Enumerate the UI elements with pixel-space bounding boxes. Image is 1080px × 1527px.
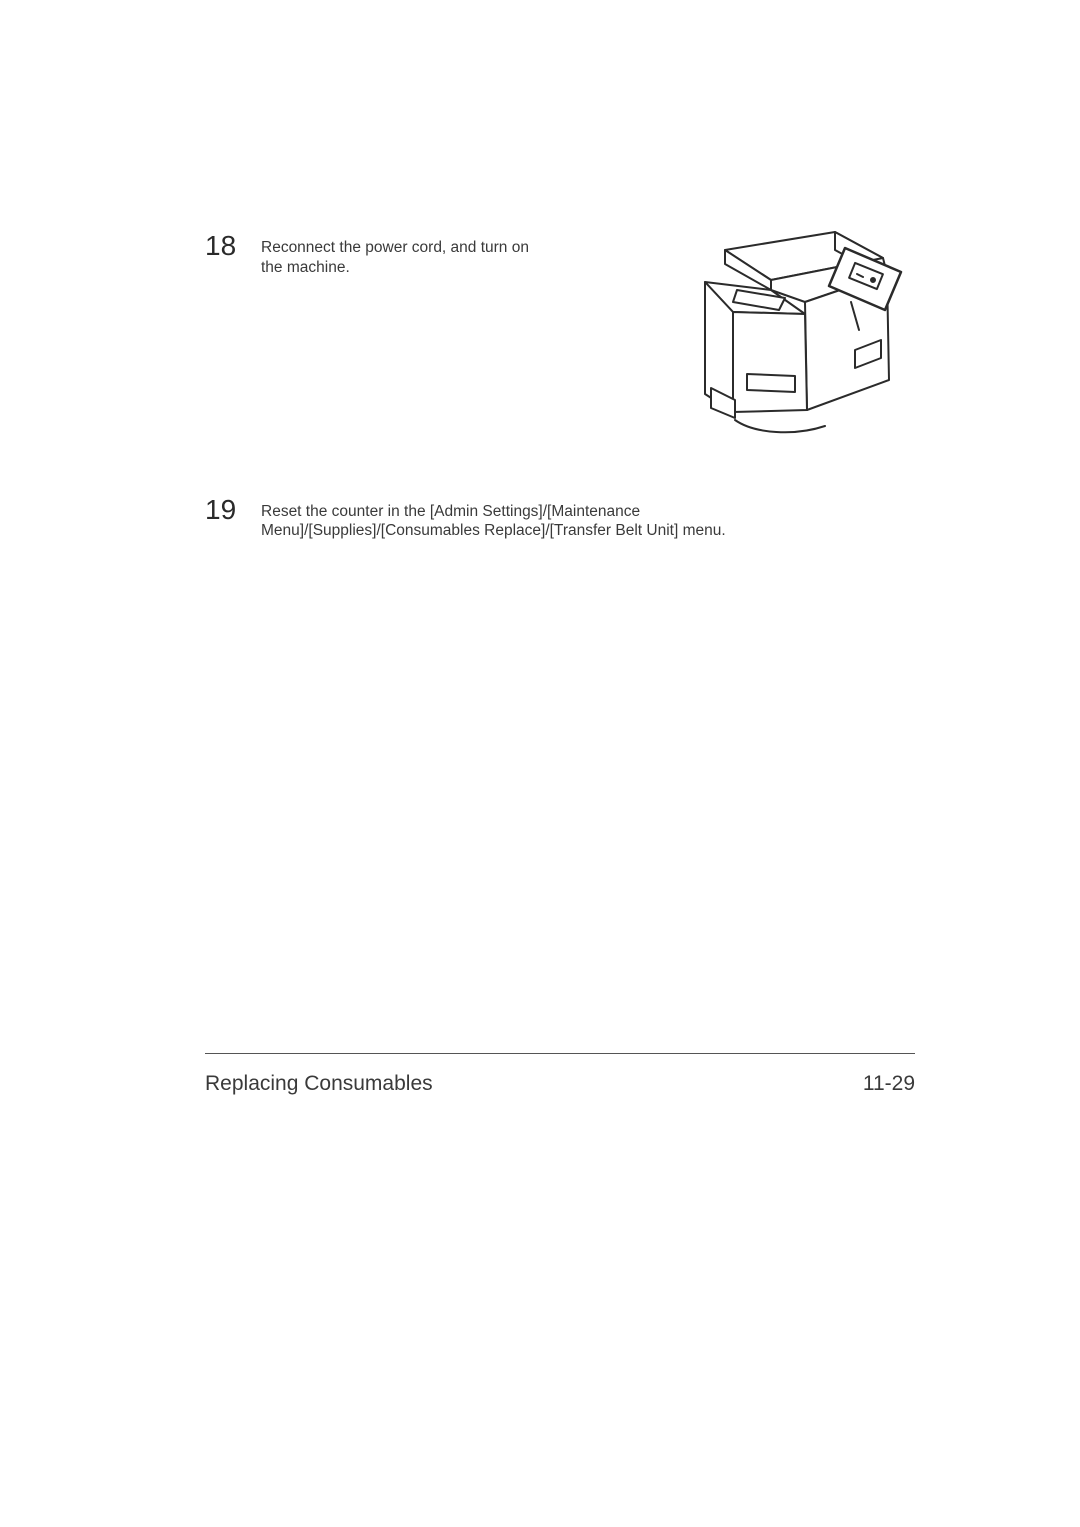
step-text-19: Reset the counter in the [Admin Settings… xyxy=(261,496,821,542)
footer-rule xyxy=(205,1053,915,1054)
step-number-19: 19 xyxy=(205,496,251,524)
step-text-18: Reconnect the power cord, and turn on th… xyxy=(261,232,531,278)
step-18: 18 Reconnect the power cord, and turn on… xyxy=(205,232,915,278)
footer-page-number: 11-29 xyxy=(863,1072,915,1096)
printer-illustration-svg xyxy=(675,222,915,452)
footer-section-title: Replacing Consumables xyxy=(205,1072,433,1096)
step-number-18: 18 xyxy=(205,232,251,260)
page-root: 18 Reconnect the power cord, and turn on… xyxy=(0,0,1080,1527)
step-19: 19 Reset the counter in the [Admin Setti… xyxy=(205,496,915,542)
printer-power-switch-illustration xyxy=(675,222,915,452)
content-area: 18 Reconnect the power cord, and turn on… xyxy=(205,226,915,541)
page-footer: Replacing Consumables 11-29 xyxy=(205,1072,915,1096)
